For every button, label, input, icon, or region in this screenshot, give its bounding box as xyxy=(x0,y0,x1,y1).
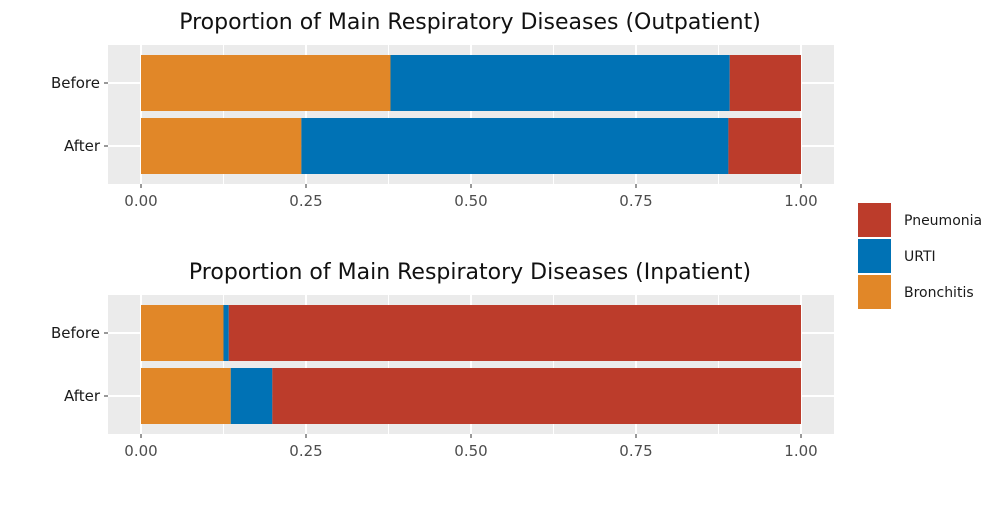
bar-bronchitis-before xyxy=(141,305,224,361)
x-tick-label: 0.25 xyxy=(289,442,322,460)
bar-urti-after xyxy=(230,368,273,424)
outpatient-axes: 0.00 0.25 0.50 0.75 1.00 Before After xyxy=(51,74,818,210)
bar-bronchitis-after xyxy=(141,368,231,424)
bar-pneumonia-before xyxy=(228,305,801,361)
bar-urti-before xyxy=(223,305,229,361)
bar-bronchitis-after xyxy=(141,118,302,174)
inpatient-bars xyxy=(141,305,802,424)
inpatient-axes: 0.00 0.25 0.50 0.75 1.00 Before After xyxy=(51,324,818,460)
inpatient-title: Proportion of Main Respiratory Diseases … xyxy=(189,260,751,285)
x-tick-label: 0.00 xyxy=(124,192,157,210)
bar-pneumonia-before xyxy=(729,55,801,111)
bar-urti-after xyxy=(301,118,729,174)
legend-key-bronchitis xyxy=(858,275,891,309)
x-tick-label: 0.00 xyxy=(124,442,157,460)
bar-pneumonia-after xyxy=(728,118,801,174)
legend: Pneumonia URTI Bronchitis xyxy=(858,203,982,309)
y-tick-label-before: Before xyxy=(51,324,100,342)
x-tick-label: 0.50 xyxy=(454,192,487,210)
bar-urti-before xyxy=(390,55,730,111)
outpatient-bars xyxy=(141,55,801,174)
x-tick-label: 0.25 xyxy=(289,192,322,210)
legend-key-urti xyxy=(858,239,891,273)
x-tick-label: 1.00 xyxy=(784,442,817,460)
outpatient-title: Proportion of Main Respiratory Diseases … xyxy=(179,10,761,35)
y-tick-label-before: Before xyxy=(51,74,100,92)
legend-key-pneumonia xyxy=(858,203,891,237)
legend-label-bronchitis: Bronchitis xyxy=(904,285,974,301)
bar-bronchitis-before xyxy=(141,55,391,111)
legend-label-urti: URTI xyxy=(904,249,936,265)
x-tick-label: 0.75 xyxy=(619,192,652,210)
outpatient-panel: Proportion of Main Respiratory Diseases … xyxy=(51,10,834,210)
inpatient-panel: Proportion of Main Respiratory Diseases … xyxy=(51,260,834,460)
x-tick-label: 1.00 xyxy=(784,192,817,210)
x-tick-label: 0.75 xyxy=(619,442,652,460)
x-tick-label: 0.50 xyxy=(454,442,487,460)
bar-pneumonia-after xyxy=(272,368,802,424)
y-tick-label-after: After xyxy=(64,387,101,405)
y-tick-label-after: After xyxy=(64,137,101,155)
legend-label-pneumonia: Pneumonia xyxy=(904,213,982,229)
